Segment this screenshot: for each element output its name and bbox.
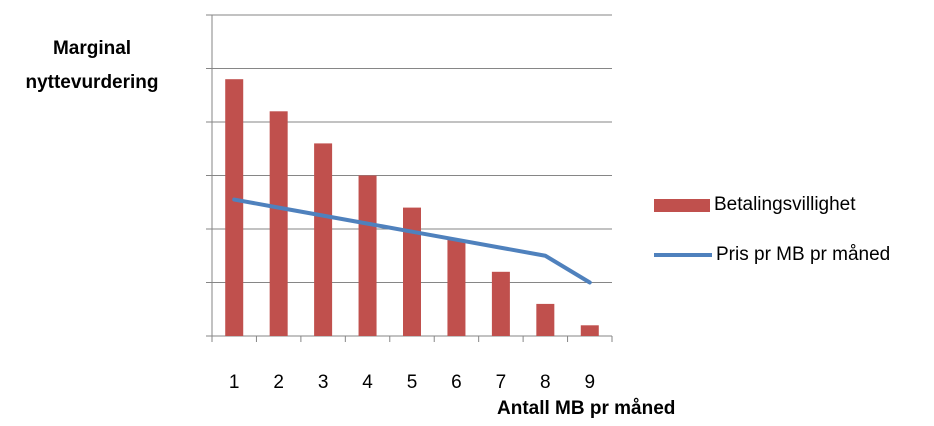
bar [403, 207, 421, 336]
y-axis-title-line-2: nyttevurdering [25, 72, 159, 93]
bar [580, 325, 599, 336]
bar [225, 79, 244, 336]
line-series [232, 197, 592, 285]
legend-item-bars: Betalingsvillighet [654, 190, 890, 220]
x-tick-label: 9 [584, 372, 595, 393]
bar [358, 175, 377, 336]
x-tick-label: 8 [540, 372, 551, 393]
x-tick-label: 7 [496, 372, 507, 393]
bar-series [225, 79, 599, 336]
legend-swatch-bar [654, 198, 710, 212]
x-tick-labels: 1 2 3 4 5 6 7 8 9 [229, 372, 595, 393]
bar [447, 239, 466, 336]
legend-swatch-line [654, 253, 712, 257]
x-tick-label: 5 [407, 372, 418, 393]
legend-label-bars: Betalingsvillighet [714, 194, 856, 215]
legend: Betalingsvillighet Pris pr MB pr måned [654, 190, 890, 290]
bar [269, 111, 288, 336]
x-tick-label: 6 [451, 372, 462, 393]
bar [536, 303, 555, 336]
y-axis-title-line-1: Marginal [52, 38, 132, 59]
x-axis-title: Antall MB pr måned [497, 398, 676, 419]
x-tick-label: 2 [273, 372, 284, 393]
x-tick-label: 1 [229, 372, 240, 393]
x-tick-label: 4 [362, 372, 373, 393]
legend-item-line: Pris pr MB pr måned [654, 240, 890, 270]
bar [314, 143, 333, 336]
y-axis-title: Marginal nyttevurdering [0, 32, 184, 100]
legend-label-line: Pris pr MB pr måned [716, 244, 891, 265]
price-line [232, 197, 592, 285]
x-tick-label: 3 [318, 372, 329, 393]
bar [491, 271, 510, 336]
